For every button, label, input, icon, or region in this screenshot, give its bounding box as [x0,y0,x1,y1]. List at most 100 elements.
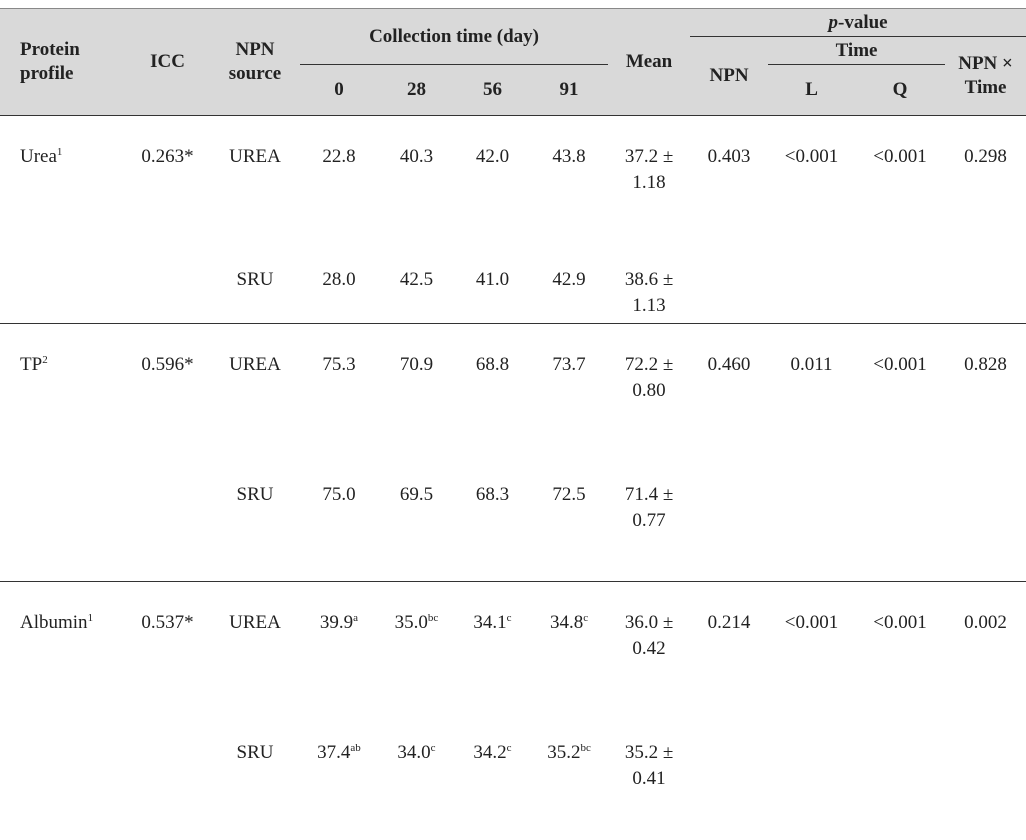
letter-mark: c [583,612,589,624]
header-cell: 28 [378,64,455,116]
p-value-cell: <0.001 [768,581,856,840]
header-cell: 0 [300,64,378,116]
profile-cell: Albumin1 [0,581,125,840]
table-row: SRU 28.0 42.5 41.0 42.9 38.6 ± 1.13 [0,239,1026,324]
value-text: 34.2 [473,741,507,763]
value-text: 72.5 [552,483,586,505]
letter-mark: bc [427,612,439,624]
mean-cell: 35.2 ± 0.41 [624,741,674,789]
data-table: Protein profile ICC NPN source Collectio… [0,8,1026,840]
value-text: 35.0 [394,612,428,633]
header-cell: Protein profile [0,8,125,116]
table-row: SRU 75.0 69.5 68.3 72.5 71.4 ± 0.77 [0,454,1026,582]
header-cell: Q [855,64,946,116]
header-cell: p-value [690,8,1026,37]
profile-text: TP [20,354,43,375]
value-cell: 75.0 [300,454,378,582]
value-cell: 43.8 [530,115,609,239]
letter-mark: c [506,612,512,624]
header-cell: L [768,64,856,116]
footnote-mark: 2 [42,354,48,366]
table-row: TP2 0.596* UREA 75.3 70.9 68.8 73.7 72.2 ± 0.80… [0,323,1026,582]
p-value-cell: 0.828 [945,323,1026,582]
table-body: Urea1 0.263* UREA 22.8 40.3 42.0 43.8 37.2 ± 1.… [0,115,1026,840]
value-cell: 41.0 [455,239,530,324]
source-cell: UREA [210,323,300,454]
value-text: 34.1 [473,612,507,633]
header-row: NPN Time NPN × Time [0,36,1026,116]
value-text: 73.7 [552,354,586,375]
value-cell: 35.0bc [378,581,455,712]
value-cell: 35.2bc [530,712,608,840]
value-text: 34.8 [549,612,584,633]
header-cell: 56 [455,64,530,116]
value-text: 42.5 [399,268,434,290]
profile-text: Urea [20,146,57,167]
value-cell: 70.9 [378,323,455,454]
value-cell: 28.0 [300,239,378,324]
value-text: 22.8 [322,146,356,167]
mean-cell: 36.0 ± 0.42 [608,581,691,712]
value-text: 75.3 [322,354,356,375]
p-value-cell: <0.001 [768,115,856,324]
value-cell: 40.3 [378,115,455,239]
header-cell: 91 [530,64,609,116]
header-cell: NPN [690,36,769,116]
p-value-cell: 0.460 [690,323,769,582]
footnote-mark: 1 [87,612,94,624]
value-cell: 37.4ab [300,712,378,840]
value-cell: 34.0c [378,712,455,840]
header-cell: ICC [125,8,210,116]
p-value-cell: 0.298 [945,115,1026,324]
value-text: 42.9 [552,268,586,290]
value-text: 75.0 [322,483,356,505]
source-cell: SRU [236,741,274,763]
value-text: 35.2 [547,741,581,763]
value-text: 42.0 [475,146,510,167]
value-cell: 72.5 [530,454,608,582]
value-text: 43.8 [552,146,586,167]
header-cell: NPN × Time [945,36,1026,116]
header-row: Protein profile ICC NPN source Collectio… [0,8,1026,116]
table-row: SRU 37.4ab 34.0c 34.2 c 35.2bc 35.2 ± 0.41 [0,712,1026,840]
value-cell: 68.8 [455,323,530,454]
value-text: 28.0 [322,268,356,290]
letter-mark: a [353,612,359,624]
table-row: Urea1 0.263* UREA 22.8 40.3 42.0 43.8 37.2 ± 1.… [0,115,1026,324]
mean-cell: 38.6 ± 1.13 [624,268,674,316]
header-text: p [828,11,839,33]
header-cell: Time [768,36,946,65]
table-header: Protein profile ICC NPN source Collectio… [0,8,1026,116]
letter-mark: c [430,741,436,754]
source-cell: SRU [236,268,274,290]
icc-cell: 0.263* [125,115,210,324]
profile-cell: Urea1 [0,115,125,324]
value-text: 41.0 [475,268,510,290]
value-cell: 42.9 [530,239,608,324]
value-cell: 68.3 [455,454,530,582]
value-text: 37.4 [317,741,351,763]
icc-cell: 0.596* [125,323,210,582]
source-cell: UREA [210,115,300,239]
p-value-cell: 0.214 [690,581,769,840]
table-row: Albumin1 0.537* UREA 39.9a 35.0bc 34.1c 34.8c 3… [0,581,1026,840]
p-value-cell: <0.001 [855,323,946,582]
letter-mark: bc [580,741,591,754]
header-cell: Collection time (day) [300,8,609,65]
value-cell: 42.5 [378,239,455,324]
value-text: 40.3 [399,146,434,167]
value-text: 39.9 [319,612,354,633]
icc-cell: 0.537* [125,581,210,840]
value-cell: 34.1c [455,581,530,712]
header-cell: NPN source [210,8,300,116]
header-text: -value [838,11,888,33]
header-cell: Mean [608,8,691,116]
value-text: 34.0 [397,741,431,763]
value-text: 68.3 [475,483,510,505]
value-cell: 34.8c [530,581,609,712]
source-cell: SRU [236,483,274,505]
p-value-cell: 0.011 [768,323,856,582]
value-cell: 22.8 [300,115,378,239]
mean-cell: 72.2 ± 0.80 [608,323,691,454]
